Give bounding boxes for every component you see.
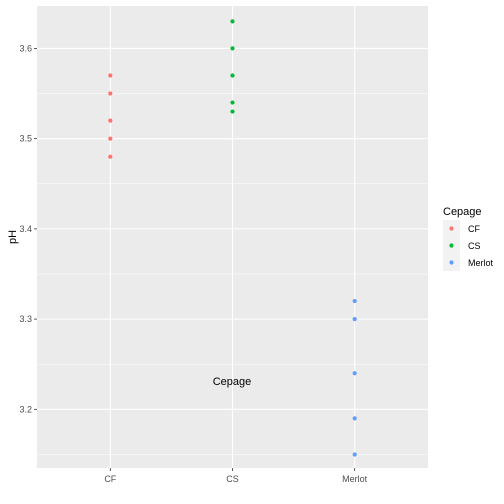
x-axis-title: Cepage — [213, 376, 252, 388]
x-axis: CF CS Merlot — [104, 468, 368, 484]
legend: Cepage CF CS Merlot — [443, 206, 494, 271]
y-tick-label: 3.2 — [19, 404, 32, 414]
data-points — [108, 19, 357, 457]
y-axis: 3.2 3.3 3.4 3.5 3.6 — [19, 43, 37, 414]
x-tick-label: CS — [226, 474, 239, 484]
legend-label: Merlot — [468, 258, 494, 268]
y-tick-label: 3.5 — [19, 134, 32, 144]
y-tick-label: 3.4 — [19, 224, 32, 234]
data-point-merlot — [352, 452, 357, 457]
legend-key-point — [449, 226, 454, 231]
data-point-merlot — [352, 317, 357, 322]
data-point-cf — [108, 154, 113, 159]
y-tick-label: 3.3 — [19, 314, 32, 324]
legend-label: CS — [468, 241, 481, 251]
data-point-cs — [230, 73, 235, 78]
data-point-cf — [108, 136, 113, 141]
data-point-cf — [108, 91, 113, 96]
legend-key-point — [449, 243, 454, 248]
data-point-cs — [230, 19, 235, 24]
data-point-cs — [230, 100, 235, 105]
x-tick-label: CF — [104, 474, 116, 484]
legend-key-point — [449, 260, 454, 265]
legend-title: Cepage — [443, 206, 482, 218]
data-point-merlot — [352, 371, 357, 376]
data-point-cf — [108, 118, 113, 123]
y-axis-title: pH — [7, 230, 19, 244]
data-point-cs — [230, 46, 235, 51]
legend-label: CF — [468, 224, 480, 234]
x-tick-label: Merlot — [342, 474, 368, 484]
y-tick-label: 3.6 — [19, 43, 32, 53]
data-point-merlot — [352, 416, 357, 421]
data-point-cs — [230, 109, 235, 114]
data-point-merlot — [352, 298, 357, 304]
data-point-cf — [108, 73, 113, 78]
